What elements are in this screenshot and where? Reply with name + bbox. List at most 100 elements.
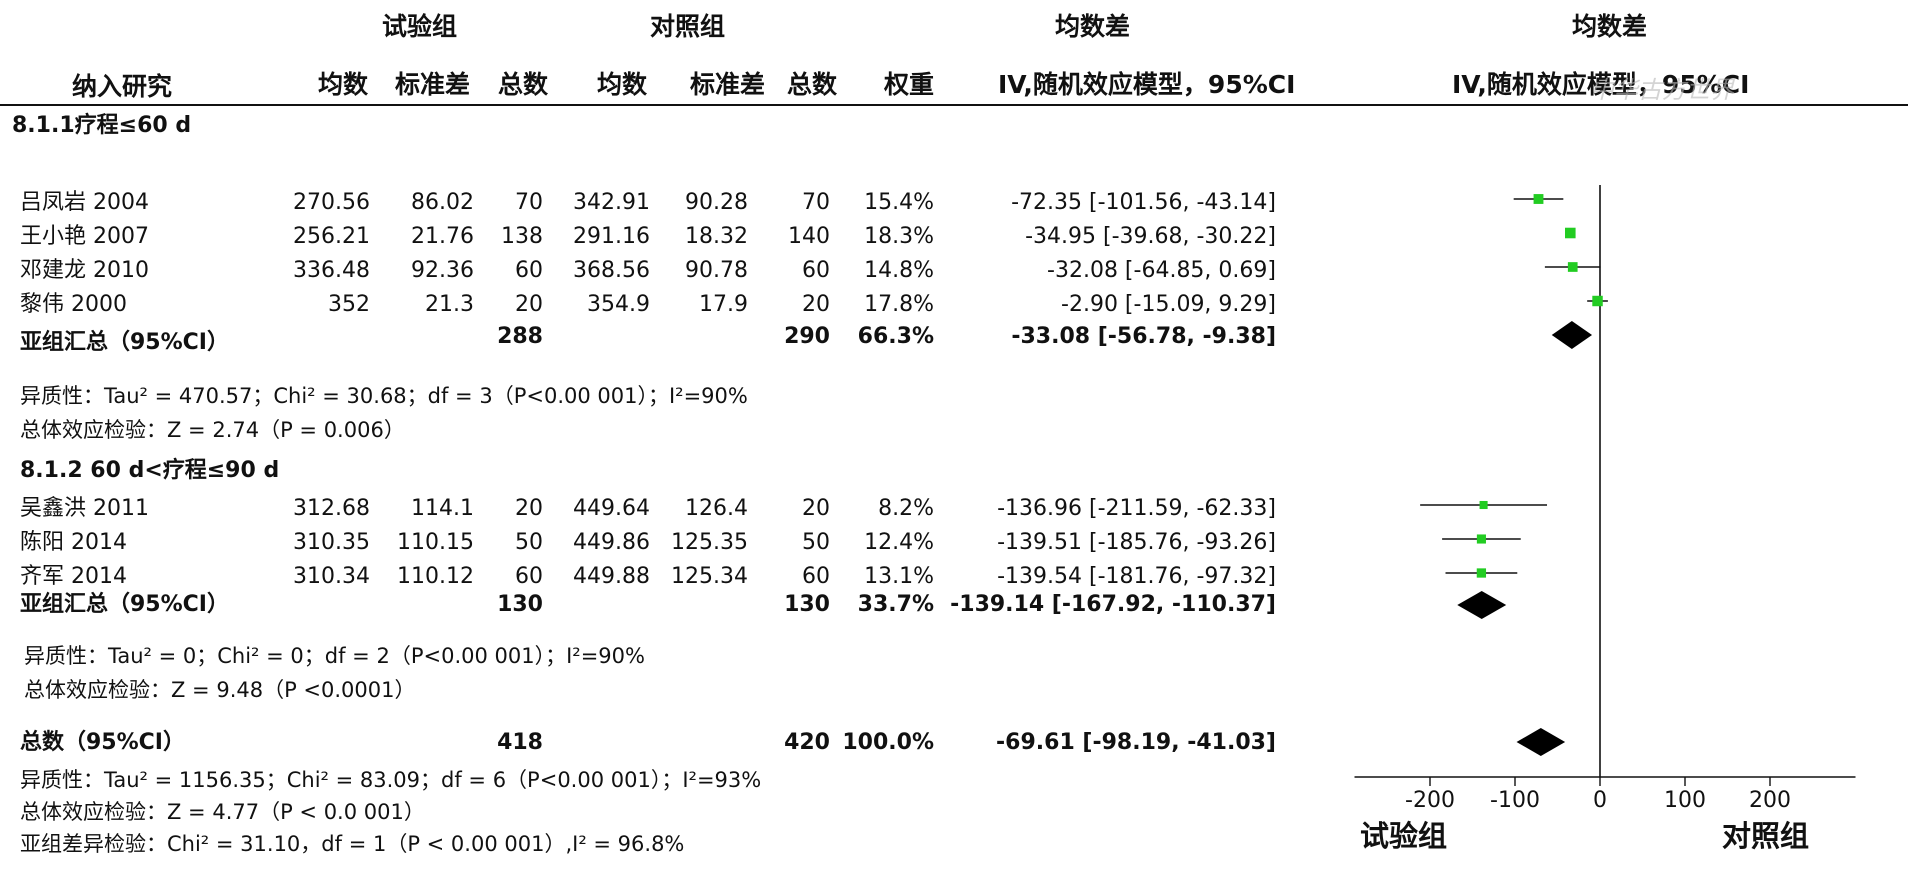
exp-mean: 312.68 [293,496,370,521]
study-name: 吴鑫洪 2011 [20,496,149,521]
exp-total-header: 总数 [498,70,549,99]
exp-total: 20 [515,292,543,317]
study-marker [1479,500,1488,510]
mean-diff-ci: -139.54 [-181.76, -97.32] [997,564,1276,589]
control-group-header: 对照组 [650,12,726,41]
x-tick-label: 100 [1664,788,1706,813]
overall-effect-text: 总体效应检验：Z = 4.77（P < 0.0 001） [20,800,425,824]
exp-mean: 256.21 [293,224,370,249]
summary-diamond [1457,591,1507,619]
subtotal-label: 亚组汇总（95%CI） [20,592,229,617]
subgroup-2-title: 8.1.2 60 d<疗程≤90 d [20,458,280,483]
ctrl-sd: 17.9 [699,292,748,317]
study-marker [1476,534,1486,544]
weight: 15.4% [864,190,934,215]
ctrl-mean: 342.91 [573,190,650,215]
ctrl-mean-header: 均数 [597,70,648,99]
exp-sd: 110.12 [397,564,474,589]
plot-model-header: IV,随机效应模型，95%CI [1452,70,1750,99]
exp-sd-header: 标准差 [395,70,471,99]
exp-sd: 21.76 [411,224,474,249]
favours-right-label: 对照组 [1722,819,1810,853]
weight: 13.1% [864,564,934,589]
exp-total: 50 [515,530,543,555]
ctrl-mean: 449.86 [573,530,650,555]
study-name: 邓建龙 2010 [20,258,149,283]
weight: 17.8% [864,292,934,317]
study-name: 黎伟 2000 [20,292,127,317]
ctrl-total: 20 [802,292,830,317]
ctrl-total: 420 [784,730,830,755]
exp-mean: 336.48 [293,258,370,283]
header-rule [0,104,1908,106]
exp-total: 60 [515,564,543,589]
exp-sd: 21.3 [425,292,474,317]
study-marker [1592,295,1603,307]
exp-total: 130 [497,592,543,617]
mean-diff-ci: -136.96 [-211.59, -62.33] [997,496,1276,521]
x-tick-label: -200 [1405,788,1455,813]
ctrl-mean: 291.16 [573,224,650,249]
ctrl-mean: 354.9 [587,292,650,317]
mean-diff-ci: -139.14 [-167.92, -110.37] [950,592,1276,617]
study-name: 王小艳 2007 [20,224,149,249]
weight: 12.4% [864,530,934,555]
mean-diff-ci: -2.90 [-15.09, 9.29] [1061,292,1276,317]
exp-sd: 92.36 [411,258,474,283]
ctrl-total-header: 总数 [787,70,838,99]
heterogeneity-text: 异质性：Tau² = 0；Chi² = 0；df = 2（P<0.00 001）… [24,644,645,668]
study-name: 齐军 2014 [20,564,127,589]
mean-diff-ci: -33.08 [-56.78, -9.38] [1011,324,1276,349]
x-tick-label: 0 [1593,788,1607,813]
overall-label: 总数（95%CI） [20,730,185,755]
ctrl-sd: 90.28 [685,190,748,215]
ctrl-total: 290 [784,324,830,349]
heterogeneity-text: 异质性：Tau² = 470.57；Chi² = 30.68；df = 3（P<… [20,384,748,408]
exp-total: 20 [515,496,543,521]
ctrl-sd: 18.32 [685,224,748,249]
exp-total: 70 [515,190,543,215]
ctrl-total: 140 [788,224,830,249]
ctrl-total: 20 [802,496,830,521]
ctrl-total: 60 [802,258,830,283]
summary-diamond [1551,321,1593,349]
x-tick-label: -100 [1490,788,1540,813]
weight: 66.3% [857,324,934,349]
ctrl-sd-header: 标准差 [690,70,766,99]
exp-total: 60 [515,258,543,283]
exp-sd: 110.15 [397,530,474,555]
ctrl-total: 60 [802,564,830,589]
exp-mean: 352 [328,292,370,317]
mean-difference-header: 均数差 [1055,12,1131,41]
ctrl-total: 130 [784,592,830,617]
ctrl-sd: 126.4 [685,496,748,521]
subgroup-difference-text: 亚组差异检验：Chi² = 31.10，df = 1（P < 0.00 001）… [20,832,685,856]
table-model-header: IV,随机效应模型，95%CI [998,70,1296,99]
weight: 14.8% [864,258,934,283]
overall-effect-text: 总体效应检验：Z = 9.48（P <0.0001） [24,678,416,702]
summary-diamond [1516,728,1566,756]
exp-total: 288 [497,324,543,349]
mean-diff-ci: -72.35 [-101.56, -43.14] [1011,190,1276,215]
exp-total: 418 [497,730,543,755]
ctrl-total: 50 [802,530,830,555]
exp-mean: 310.34 [293,564,370,589]
weight: 18.3% [864,224,934,249]
weight: 33.7% [857,592,934,617]
weight-header: 权重 [884,70,935,99]
plot-mean-difference-header: 均数差 [1572,12,1648,41]
study-column-header: 纳入研究 [72,72,173,101]
study-marker [1533,194,1544,204]
weight: 100.0% [842,730,934,755]
exp-total: 138 [501,224,543,249]
mean-diff-ci: -34.95 [-39.68, -30.22] [1025,224,1276,249]
exp-mean: 310.35 [293,530,370,555]
x-tick-label: 200 [1749,788,1791,813]
subgroup-1-title: 8.1.1疗程≤60 d [12,113,192,138]
ctrl-sd: 125.35 [671,530,748,555]
ctrl-sd: 90.78 [685,258,748,283]
experimental-group-header: 试验组 [382,12,458,41]
mean-diff-ci: -32.08 [-64.85, 0.69] [1047,258,1276,283]
study-marker [1476,568,1487,578]
